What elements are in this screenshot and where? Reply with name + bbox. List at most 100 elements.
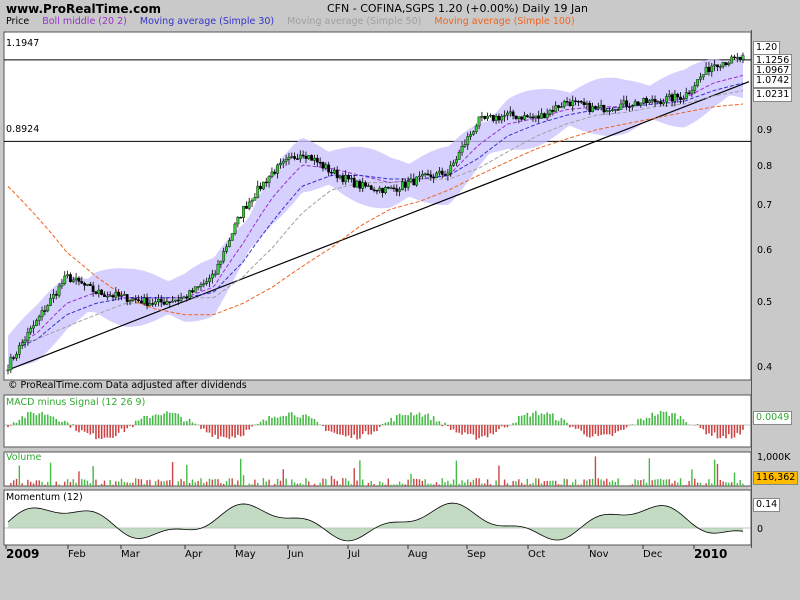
candle-body	[466, 136, 470, 145]
macd-bar	[512, 423, 514, 425]
candle-body	[713, 64, 717, 67]
candle-body	[559, 106, 563, 108]
macd-bar	[685, 422, 688, 425]
legend: Price Boll middle (20 2) Moving average …	[6, 16, 585, 27]
volume-bar	[356, 480, 358, 486]
volume-bar	[95, 479, 97, 486]
macd-bar	[46, 414, 49, 425]
volume-bar	[143, 483, 145, 486]
volume-bar	[506, 483, 509, 486]
candle-body	[12, 357, 16, 359]
candle-body	[682, 98, 685, 100]
candle-body	[364, 182, 367, 187]
macd-bar	[32, 413, 35, 425]
candle-body	[296, 158, 299, 160]
candle-body	[23, 339, 27, 343]
macd-bar	[518, 415, 520, 425]
candle-body	[673, 93, 677, 102]
macd-bar	[708, 425, 710, 434]
macd-label[interactable]: MACD minus Signal (12 26 9)	[6, 397, 146, 408]
candle-body	[210, 273, 214, 279]
candle-body	[88, 283, 92, 286]
candle-body	[528, 116, 532, 119]
macd-bar	[671, 413, 673, 425]
site-name[interactable]: www.ProRealTime.com	[6, 2, 161, 16]
macd-bar	[177, 413, 180, 425]
hline-label-low: 0.8924	[6, 124, 40, 135]
macd-bar	[27, 412, 29, 425]
candle-body	[37, 316, 41, 321]
candle-body	[378, 187, 382, 191]
macd-bar	[7, 425, 9, 428]
volume-bar	[350, 484, 353, 486]
macd-bar	[58, 421, 60, 425]
volume-bar	[129, 482, 131, 486]
volume-bar	[166, 480, 168, 486]
volume-bar	[410, 473, 412, 486]
candle-body	[454, 159, 458, 164]
macd-bar	[586, 425, 588, 437]
volume-bar	[543, 481, 546, 486]
macd-bar	[188, 418, 191, 425]
macd-bar	[55, 418, 58, 425]
legend-boll[interactable]: Boll middle (20 2)	[42, 16, 127, 27]
legend-ma100[interactable]: Moving average (Simple 100)	[434, 16, 575, 27]
candle-body	[372, 189, 376, 191]
macd-bar	[49, 416, 52, 425]
candle-body	[381, 187, 384, 194]
macd-bar	[330, 425, 333, 432]
macd-bar	[112, 425, 114, 438]
volume-bar	[310, 485, 313, 486]
volume-label[interactable]: Volume	[6, 452, 42, 463]
volume-bar	[120, 478, 123, 486]
volume-bar	[58, 484, 60, 486]
candle-body	[642, 98, 646, 104]
volume-axis: 1,000K	[757, 452, 791, 463]
volume-bar	[696, 482, 699, 486]
volume-bar	[220, 483, 222, 486]
candle-body	[54, 293, 58, 296]
volume-bar	[608, 481, 611, 486]
candle-body	[233, 223, 237, 234]
candle-body	[440, 170, 444, 175]
volume-bar	[152, 485, 154, 486]
candle-body	[506, 112, 509, 116]
candle-body	[162, 301, 166, 305]
macd-bar	[137, 420, 140, 425]
candle-body	[262, 181, 265, 190]
macd-bar	[384, 422, 387, 425]
legend-ma50[interactable]: Moving average (Simple 50)	[287, 16, 422, 27]
candle-body	[582, 101, 586, 105]
volume-bar	[75, 482, 77, 486]
macd-bar	[231, 425, 233, 437]
macd-bar	[92, 425, 94, 434]
macd-bar	[725, 425, 727, 439]
volume-bar	[475, 478, 477, 486]
macd-bar	[552, 413, 554, 425]
volume-bar	[577, 484, 580, 486]
volume-bar	[66, 479, 69, 486]
volume-bar	[427, 483, 429, 486]
volume-bar	[276, 478, 279, 486]
legend-price[interactable]: Price	[6, 16, 30, 27]
candle-body	[17, 345, 21, 355]
macd-bar	[95, 425, 97, 440]
legend-ma30[interactable]: Moving average (Simple 30)	[139, 16, 275, 27]
candle-body	[585, 102, 589, 105]
macd-bar	[637, 419, 639, 425]
candle-body	[188, 290, 192, 299]
candle-body	[139, 300, 143, 304]
volume-bar	[18, 465, 21, 486]
macd-bar	[449, 425, 452, 430]
volume-bar	[251, 484, 253, 486]
momentum-label[interactable]: Momentum (12)	[6, 492, 83, 503]
macd-bar	[730, 425, 733, 439]
candle-body	[344, 175, 348, 182]
volume-bar	[603, 480, 605, 486]
candle-body	[219, 260, 223, 265]
candle-body	[165, 301, 169, 305]
macd-bar	[282, 415, 285, 425]
candle-body	[551, 110, 555, 112]
macd-bar	[574, 425, 577, 429]
candle-body	[494, 116, 498, 121]
